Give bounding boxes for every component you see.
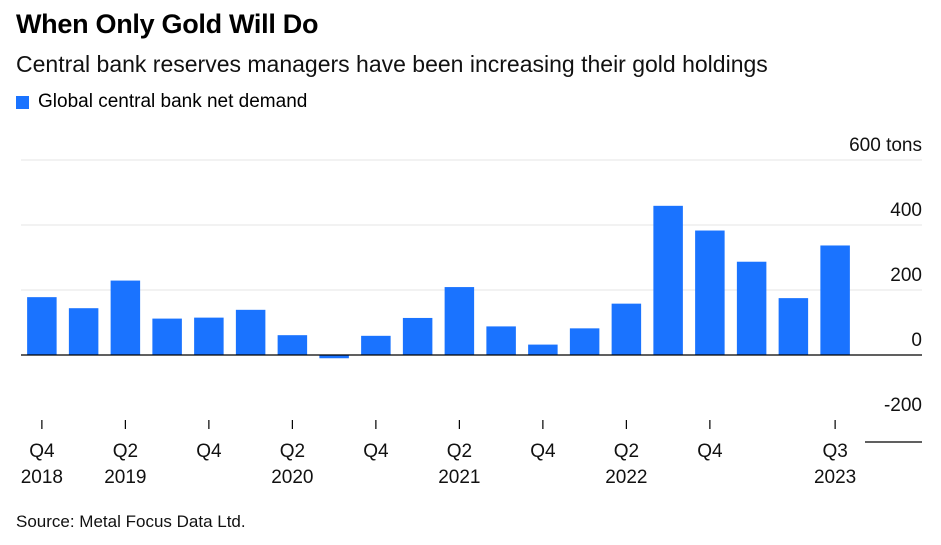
bar xyxy=(695,230,725,355)
chart-legend: Global central bank net demand xyxy=(16,91,307,113)
bar xyxy=(277,335,308,355)
y-tick-label: 600 tons xyxy=(849,135,922,156)
bar xyxy=(68,308,99,355)
x-tick-label: Q2 xyxy=(447,441,472,462)
source-note: Source: Metal Focus Data Ltd. xyxy=(16,512,246,531)
x-tick-year-label: 2023 xyxy=(814,467,856,488)
chart-subtitle: Central bank reserves managers have been… xyxy=(16,51,768,77)
x-tick-label: Q4 xyxy=(196,441,222,462)
x-tick-label: Q4 xyxy=(530,441,556,462)
bar xyxy=(736,261,767,355)
y-tick-label: 0 xyxy=(911,330,922,351)
x-tick-label: Q2 xyxy=(280,441,305,462)
bar xyxy=(110,280,141,355)
bar xyxy=(569,328,600,355)
bar xyxy=(611,303,642,355)
bar xyxy=(653,205,683,355)
y-tick-label: 200 xyxy=(890,265,922,286)
x-tick-label: Q2 xyxy=(113,441,138,462)
x-tick-label: Q2 xyxy=(614,441,639,462)
bar xyxy=(27,297,57,355)
bar xyxy=(820,245,850,355)
bar xyxy=(402,317,433,355)
x-tick-year-label: 2019 xyxy=(104,467,146,488)
y-tick-label: 400 xyxy=(890,200,922,221)
y-tick-label: -200 xyxy=(884,395,922,416)
bar xyxy=(319,355,349,359)
chart-title: When Only Gold Will Do xyxy=(16,9,319,39)
legend-swatch xyxy=(16,95,29,109)
bar xyxy=(235,309,266,355)
bar xyxy=(194,317,224,355)
x-tick-label: Q4 xyxy=(29,441,55,462)
legend-label: Global central bank net demand xyxy=(38,91,308,112)
bar xyxy=(444,287,475,355)
x-tick-year-label: 2018 xyxy=(21,467,63,488)
x-tick-year-label: 2022 xyxy=(605,467,647,488)
bar xyxy=(778,298,809,355)
bar xyxy=(486,326,516,355)
x-tick-year-label: 2020 xyxy=(271,467,313,488)
x-tick-year-label: 2021 xyxy=(438,467,480,488)
bar xyxy=(528,344,558,355)
x-tick-label: Q3 xyxy=(822,441,847,462)
bar xyxy=(152,318,182,355)
bar xyxy=(361,335,391,355)
x-tick-label: Q4 xyxy=(363,441,389,462)
x-tick-label: Q4 xyxy=(697,441,723,462)
